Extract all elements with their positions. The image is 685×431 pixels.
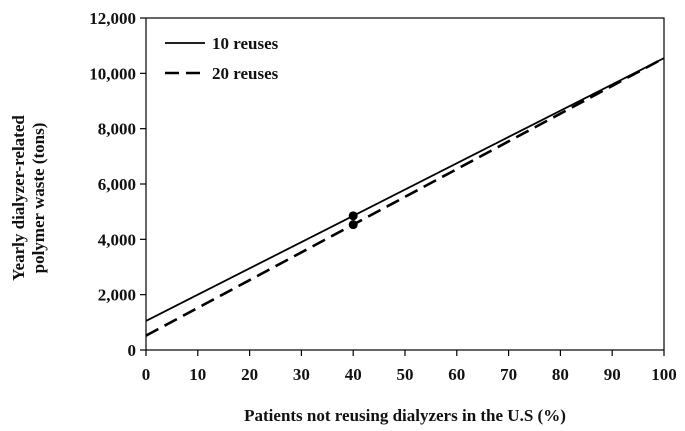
x-tick-label: 0 [142, 365, 151, 384]
x-tick-label: 80 [552, 365, 569, 384]
y-tick-label: 12,000 [89, 9, 136, 28]
legend-label: 10 reuses [212, 34, 279, 53]
axes-group: 0 10 20 30 40 50 60 70 80 90 100 0 2,000 4,000 6,000 8,… [89, 9, 677, 384]
x-tick-label: 60 [448, 365, 465, 384]
y-tick-label: 8,000 [98, 120, 136, 139]
x-tick-label: 50 [397, 365, 414, 384]
x-tick-label: 40 [345, 365, 362, 384]
data-point-marker [348, 211, 358, 221]
markers-group [348, 211, 358, 230]
y-tick-label: 10,000 [89, 64, 136, 83]
x-tick-label: 30 [293, 365, 310, 384]
y-tick-label: 0 [128, 341, 137, 360]
y-axis-title-line-1: Yearly dialyzer-related [9, 115, 28, 281]
y-tick-label: 4,000 [98, 230, 136, 249]
x-tick-label: 100 [651, 365, 677, 384]
x-tick-label: 90 [604, 365, 621, 384]
legend-label: 20 reuses [212, 64, 279, 83]
y-tick-label: 2,000 [98, 286, 136, 305]
legend: 10 reuses 20 reuses [165, 34, 279, 83]
x-tick-label: 70 [500, 365, 517, 384]
data-point-marker [348, 220, 358, 230]
series-group [145, 56, 665, 337]
x-tick-label: 20 [241, 365, 258, 384]
x-tick-label: 10 [189, 365, 206, 384]
series-line-dashed [145, 56, 665, 337]
x-axis-title: Patients not reusing dialyzers in the U.… [244, 406, 566, 425]
series-line-solid [145, 57, 665, 322]
y-axis-title-group: Yearly dialyzer-related polymer waste (t… [9, 115, 48, 281]
y-axis-title-line-2: polymer waste (tons) [29, 123, 48, 274]
y-tick-label: 6,000 [98, 175, 136, 194]
axis-titles-group: Patients not reusing dialyzers in the U.… [9, 115, 566, 425]
